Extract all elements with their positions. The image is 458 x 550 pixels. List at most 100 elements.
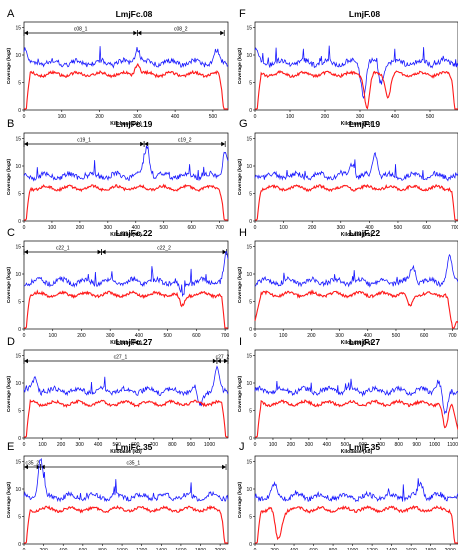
x-tick-label: 300	[335, 333, 344, 339]
x-tick-label: 500	[160, 225, 169, 231]
x-axis-label: Kilobase (kb)	[341, 121, 373, 127]
x-tick-label: 1000	[204, 442, 215, 448]
x-axis-label: Kilobase (kb)	[110, 232, 142, 238]
y-tick-label: 15	[246, 460, 252, 466]
panel-letter: C	[7, 227, 15, 239]
x-tick-label: 600	[79, 548, 88, 550]
x-tick-label: 700	[150, 442, 159, 448]
contig-arrowhead-left	[137, 30, 142, 36]
series-total-coverage	[23, 250, 229, 298]
series-total-coverage	[23, 145, 229, 182]
contig-label: c35_2	[26, 461, 40, 467]
x-tick-label: 700	[221, 333, 230, 339]
y-tick-label: 10	[246, 487, 252, 493]
chart-title: LmjF.35	[349, 442, 380, 452]
x-tick-label: 0	[254, 114, 257, 120]
y-tick-label: 5	[249, 515, 252, 521]
y-tick-label: 15	[15, 460, 21, 466]
series-unique-coverage	[24, 398, 228, 438]
x-tick-label: 600	[309, 548, 318, 550]
x-tick-label: 1100	[447, 442, 458, 448]
contig-arrowhead-right	[221, 141, 226, 147]
x-tick-label: 400	[364, 333, 373, 339]
y-tick-label: 10	[15, 487, 21, 493]
x-tick-label: 500	[209, 114, 218, 120]
x-tick-label: 100	[279, 333, 288, 339]
y-tick-label: 0	[18, 327, 21, 333]
contig-label: c27_1	[114, 355, 128, 361]
y-tick-label: 0	[249, 327, 252, 333]
x-tick-label: 800	[329, 548, 338, 550]
y-tick-label: 0	[18, 219, 21, 225]
y-tick-label: 0	[249, 219, 252, 225]
x-tick-label: 500	[163, 333, 172, 339]
series-total-coverage	[23, 365, 229, 407]
contig-arrowhead-right	[222, 464, 227, 470]
y-tick-label: 0	[18, 436, 21, 442]
x-axis-label: Kilobase (kb)	[110, 121, 142, 127]
x-tick-label: 100	[49, 333, 58, 339]
series-unique-coverage	[255, 183, 458, 221]
chart-panel: D LmjFc.27 0 5 10 15 0 100 200 300 400 500 600 700 800…	[6, 336, 229, 455]
contig-label: c19_2	[178, 138, 192, 144]
x-tick-label: 300	[106, 333, 115, 339]
plot-area	[23, 240, 229, 330]
chart-title: LmjF.27	[349, 337, 380, 347]
y-tick-label: 5	[249, 409, 252, 415]
y-tick-label: 5	[249, 192, 252, 198]
x-tick-label: 1800	[425, 548, 436, 550]
y-axis-label: Coverage (log2)	[237, 375, 243, 412]
x-tick-label: 500	[341, 442, 350, 448]
x-tick-label: 400	[59, 548, 68, 550]
plot-area	[23, 132, 229, 222]
chart-title: LmjFc.08	[116, 9, 153, 19]
panel-letter: D	[7, 336, 15, 348]
plot-area	[254, 349, 458, 439]
y-axis-label: Coverage (log2)	[6, 481, 12, 518]
series-unique-coverage	[254, 289, 458, 329]
x-tick-label: 400	[323, 442, 332, 448]
x-tick-label: 800	[395, 442, 404, 448]
x-tick-label: 600	[420, 333, 429, 339]
x-tick-label: 100	[58, 114, 67, 120]
x-tick-label: 1400	[156, 548, 167, 550]
x-tick-label: 400	[290, 548, 299, 550]
x-tick-label: 200	[76, 225, 85, 231]
y-tick-label: 15	[246, 245, 252, 251]
contig-arrowhead-right	[220, 30, 225, 36]
series-unique-coverage	[24, 62, 228, 110]
contig-arrowhead-right	[133, 30, 138, 36]
y-tick-label: 10	[15, 381, 21, 387]
contig-label: c19_1	[77, 138, 91, 144]
x-tick-label: 0	[23, 548, 26, 550]
x-tick-label: 200	[57, 442, 66, 448]
y-tick-label: 0	[249, 436, 252, 442]
x-tick-label: 200	[77, 333, 86, 339]
contig-arrowhead-right	[224, 358, 228, 364]
chart-title: LmjF.08	[349, 9, 380, 19]
x-tick-label: 200	[95, 114, 104, 120]
y-tick-label: 0	[249, 108, 252, 114]
x-tick-label: 0	[254, 225, 257, 231]
chart-panel: B LmjFc.19 0 5 10 15 0 100 200 300 400 500 600 700 Kil…	[6, 118, 229, 238]
series-total-coverage	[23, 457, 229, 503]
chart-title: LmjFc.35	[116, 442, 153, 452]
x-tick-label: 700	[448, 333, 457, 339]
y-axis-label: Coverage (log2)	[237, 481, 243, 518]
contig-label: c35_1	[127, 461, 141, 467]
contig-label: c27_2	[216, 355, 230, 361]
y-tick-label: 10	[246, 164, 252, 170]
y-axis-label: Coverage (log2)	[6, 266, 12, 303]
contig-arrowhead-left	[24, 464, 28, 470]
chart-panel: JLmjF.3505101502004006008001000120014001…	[237, 441, 458, 550]
y-axis-label: Coverage (log2)	[237, 158, 243, 195]
contig-label: c22_2	[157, 246, 171, 252]
panel-letter: E	[7, 441, 14, 453]
x-tick-label: 300	[75, 442, 84, 448]
x-tick-label: 200	[270, 548, 279, 550]
contig-arrowhead-right	[212, 358, 217, 364]
x-tick-label: 100	[279, 225, 288, 231]
plot-area	[254, 240, 458, 330]
chart-panel: C LmjFc.22 0 5 10 15 0 100 200 300 400 500 600 700 Kil…	[6, 227, 230, 346]
panel-letter: F	[239, 8, 246, 20]
